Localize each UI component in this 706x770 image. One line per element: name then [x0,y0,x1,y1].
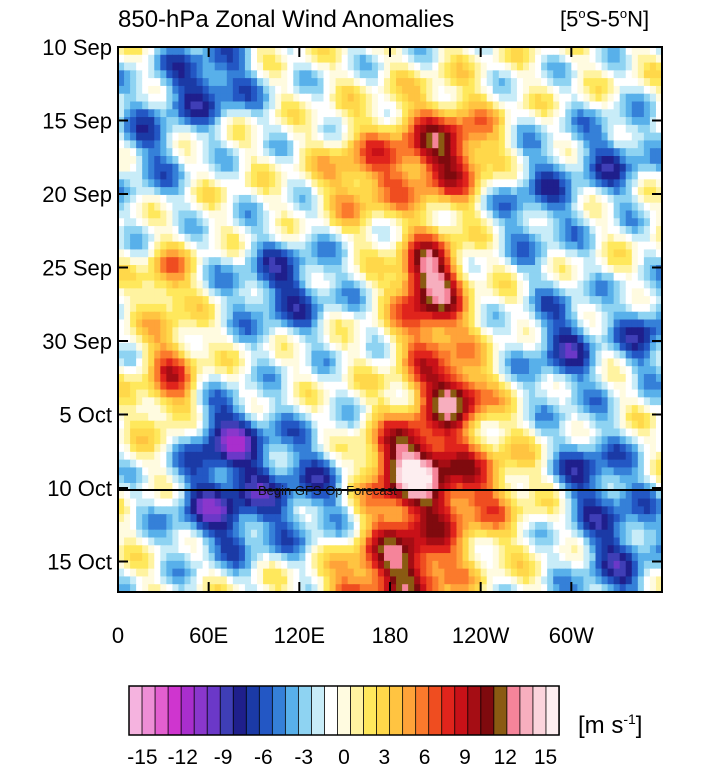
region-label: [5oS-5oN] [560,6,650,32]
colorbar-swatch [519,685,534,736]
x-tick-label: 60W [549,623,594,648]
colorbar-label: 15 [534,746,557,769]
colorbar-swatch [232,685,247,736]
colorbar-swatch [454,685,469,736]
colorbar-label: 9 [459,746,471,769]
y-tick-label: 5 Oct [59,403,112,428]
colorbar-swatch [245,685,261,736]
colorbar-swatch [311,685,326,736]
colorbar-swatch [376,685,391,736]
colorbar-swatch [258,685,274,736]
colorbar-units: [m s-1] [578,711,643,739]
y-tick-label: 30 Sep [42,329,112,354]
colorbar-swatch [297,685,313,736]
colorbar-swatch [167,685,182,736]
anomaly-field [118,47,662,592]
x-tick-label: 0 [112,623,124,648]
colorbar-label: 6 [419,746,431,769]
forecast-annotation: Begin GFS Op Forecast [258,483,397,498]
y-tick-label: 15 Oct [47,550,112,575]
colorbar-label: -3 [294,746,313,769]
colorbar-swatch [219,685,234,736]
colorbar-swatch [154,685,169,736]
colorbar-label: -15 [127,746,157,769]
colorbar-label: -9 [214,746,233,769]
colorbar-label: -12 [168,746,198,769]
x-tick-label: 120W [452,623,510,648]
y-tick-label: 10 Oct [47,476,112,501]
colorbar-swatch [415,685,430,736]
colorbar-swatch [532,685,547,736]
x-tick-label: 120E [274,623,325,648]
y-tick-label: 10 Sep [42,35,112,60]
colorbar-swatch [428,685,443,736]
colorbar-swatch [363,685,378,736]
colorbar-swatch [506,685,521,736]
colorbar-swatch [128,685,143,736]
colorbar-swatch [389,685,404,736]
colorbar-swatch [141,685,156,736]
y-tick-label: 25 Sep [42,256,112,281]
colorbar-swatch [271,685,287,736]
colorbar-swatch [193,685,208,736]
colorbar-swatch [441,685,456,736]
x-tick-label: 180 [372,623,409,648]
colorbar-label: -6 [254,746,273,769]
colorbar-swatch [493,685,508,736]
chart-title: 850-hPa Zonal Wind Anomalies [118,6,455,33]
colorbar-swatch [324,685,339,736]
colorbar-swatch [337,685,352,736]
colorbar-swatch [402,685,417,736]
colorbar-swatch [284,685,300,736]
colorbar-label: 3 [378,746,390,769]
colorbar-swatch [467,685,482,736]
colorbar-swatch [180,685,195,736]
y-tick-label: 20 Sep [42,182,112,207]
colorbar-swatch [480,685,495,736]
colorbar-swatch [206,685,221,736]
colorbar-swatch [545,685,560,736]
x-tick-label: 60E [189,623,228,648]
colorbar-label: 0 [338,746,350,769]
y-tick-label: 15 Sep [42,109,112,134]
colorbar-frame [128,685,560,736]
colorbar-label: 12 [494,746,517,769]
colorbar-swatch [350,685,365,736]
